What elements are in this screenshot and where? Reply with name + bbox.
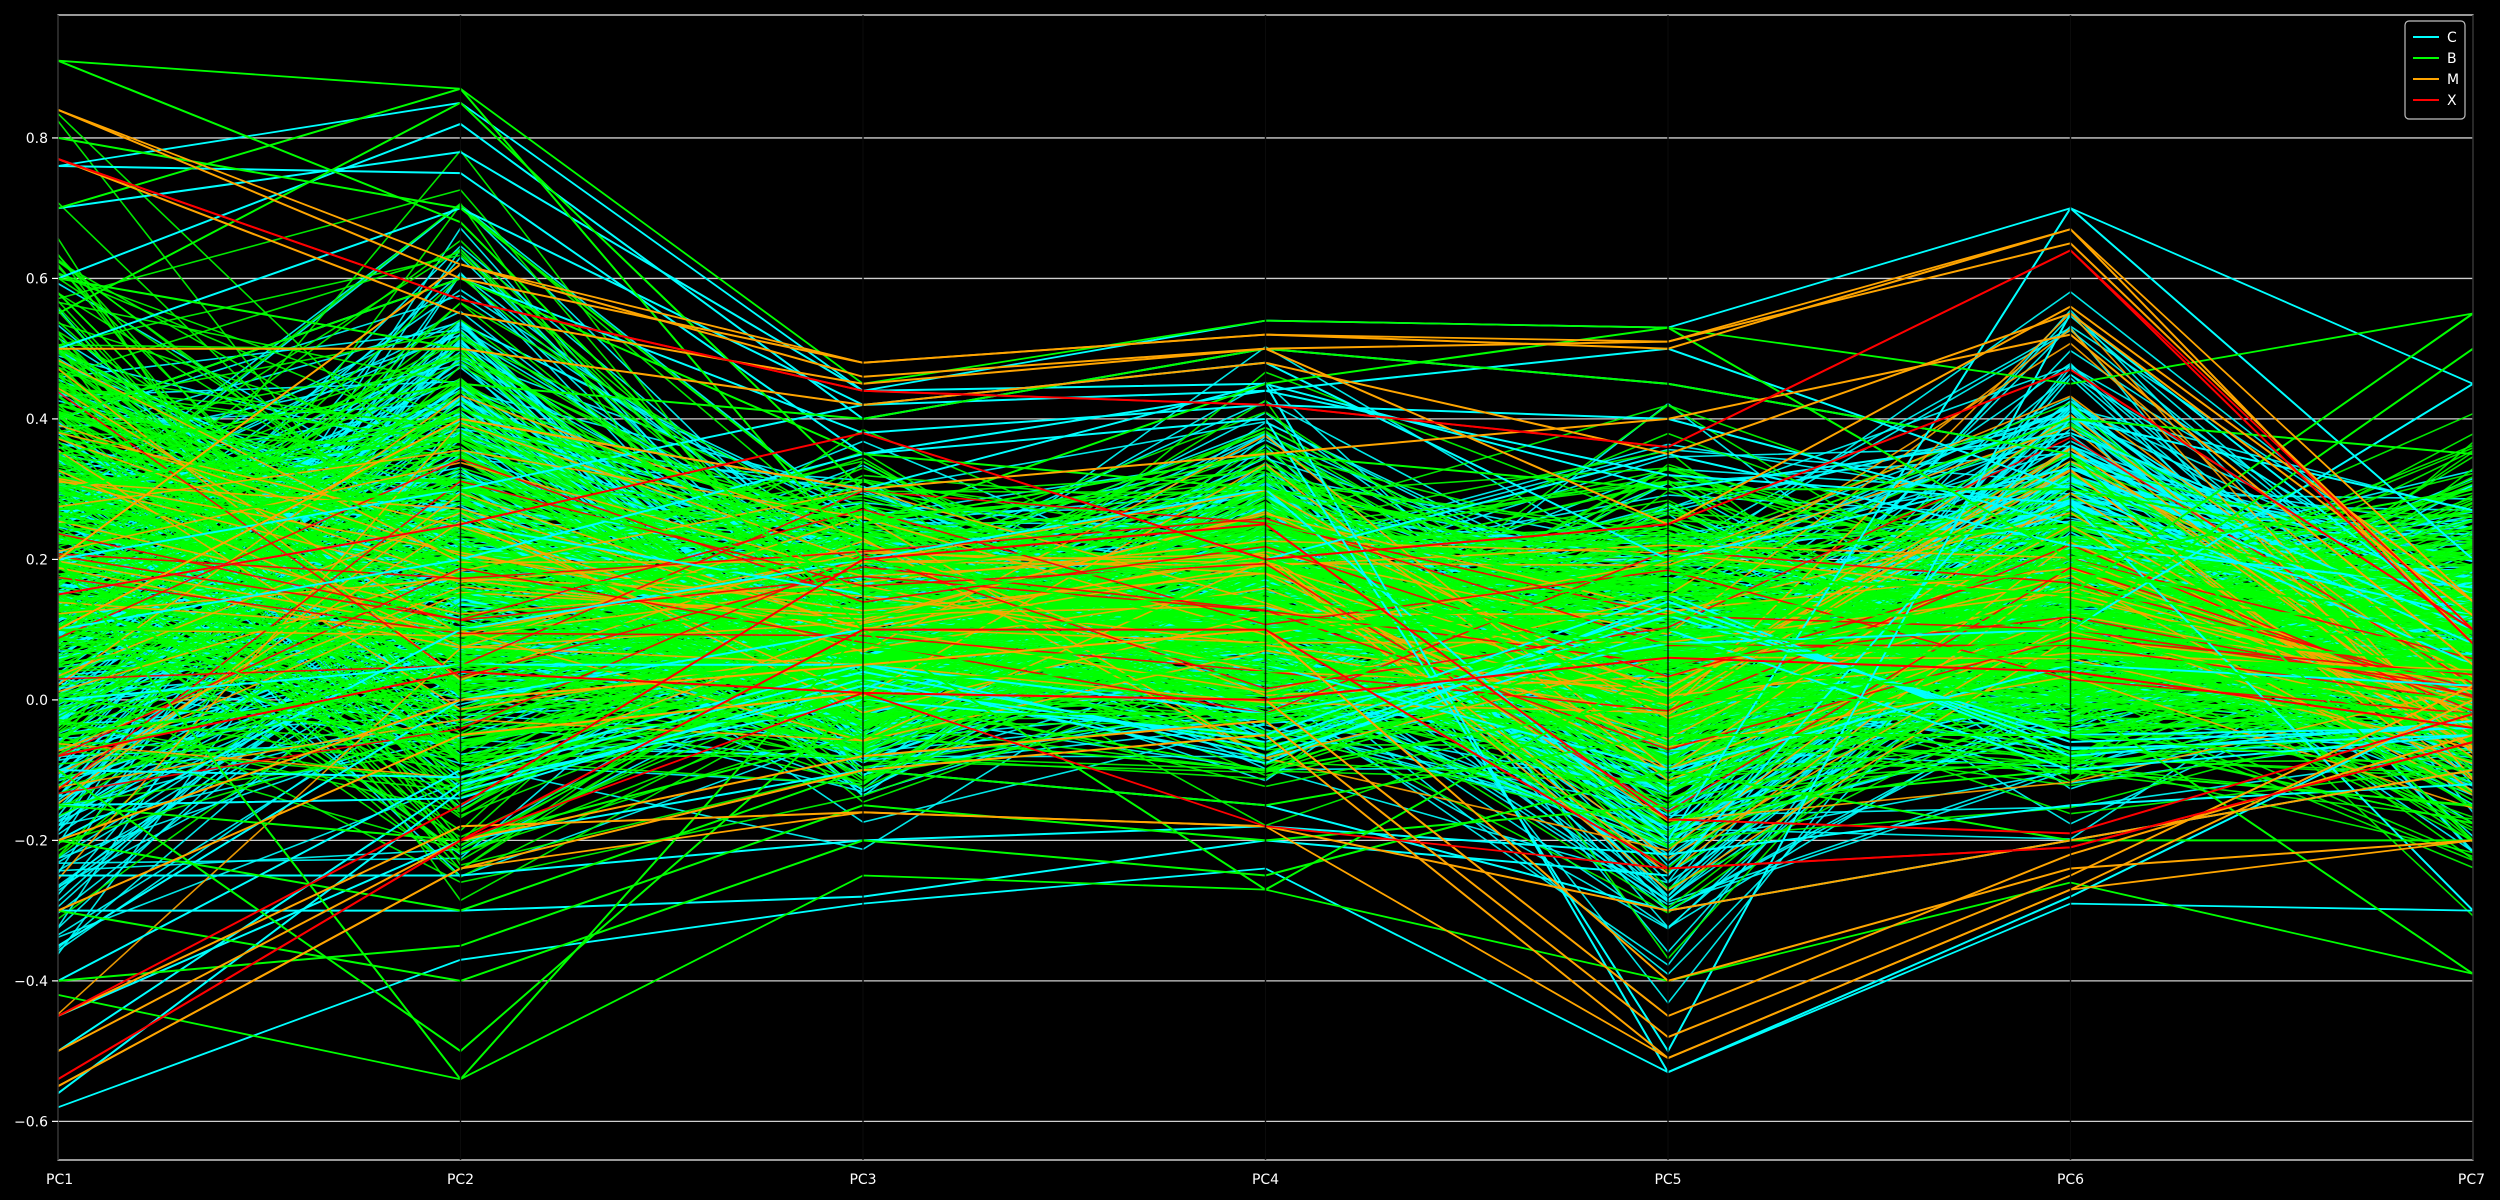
x-tick-label-pc2: PC2 (447, 1172, 474, 1188)
y-tick-label-3: 0.0 (26, 693, 48, 709)
y-tick-label-2: −0.2 (14, 833, 48, 849)
x-tick-label-pc7: PC7 (2458, 1172, 2485, 1188)
y-tick-label-6: 0.6 (26, 271, 48, 287)
y-tick-label-1: −0.4 (14, 974, 48, 990)
x-tick-label-pc5: PC5 (1654, 1172, 1681, 1188)
y-tick-label-7: 0.8 (26, 131, 48, 147)
y-tick-label-4: 0.2 (26, 552, 48, 568)
axis-layer: PC1 PC2 PC3 PC4 PC5 PC6 PC7 −0.6 −0.4 −0.2 0.0 0.2 0… (14, 15, 2485, 1188)
legend-label-m: M (2447, 72, 2459, 88)
legend-label-b: B (2447, 51, 2457, 67)
legend-box (2404, 20, 2466, 120)
x-tick-label-pc6: PC6 (2057, 1172, 2084, 1188)
y-tick-label-5: 0.4 (26, 412, 48, 428)
y-tick-label-0: −0.6 (14, 1114, 48, 1130)
x-tick-label-pc4: PC4 (1252, 1172, 1279, 1188)
legend-label-x: X (2447, 93, 2457, 109)
x-tick-label-pc1: PC1 (46, 1172, 73, 1188)
legend-label-c: C (2447, 30, 2457, 46)
x-tick-label-pc3: PC3 (849, 1172, 876, 1188)
